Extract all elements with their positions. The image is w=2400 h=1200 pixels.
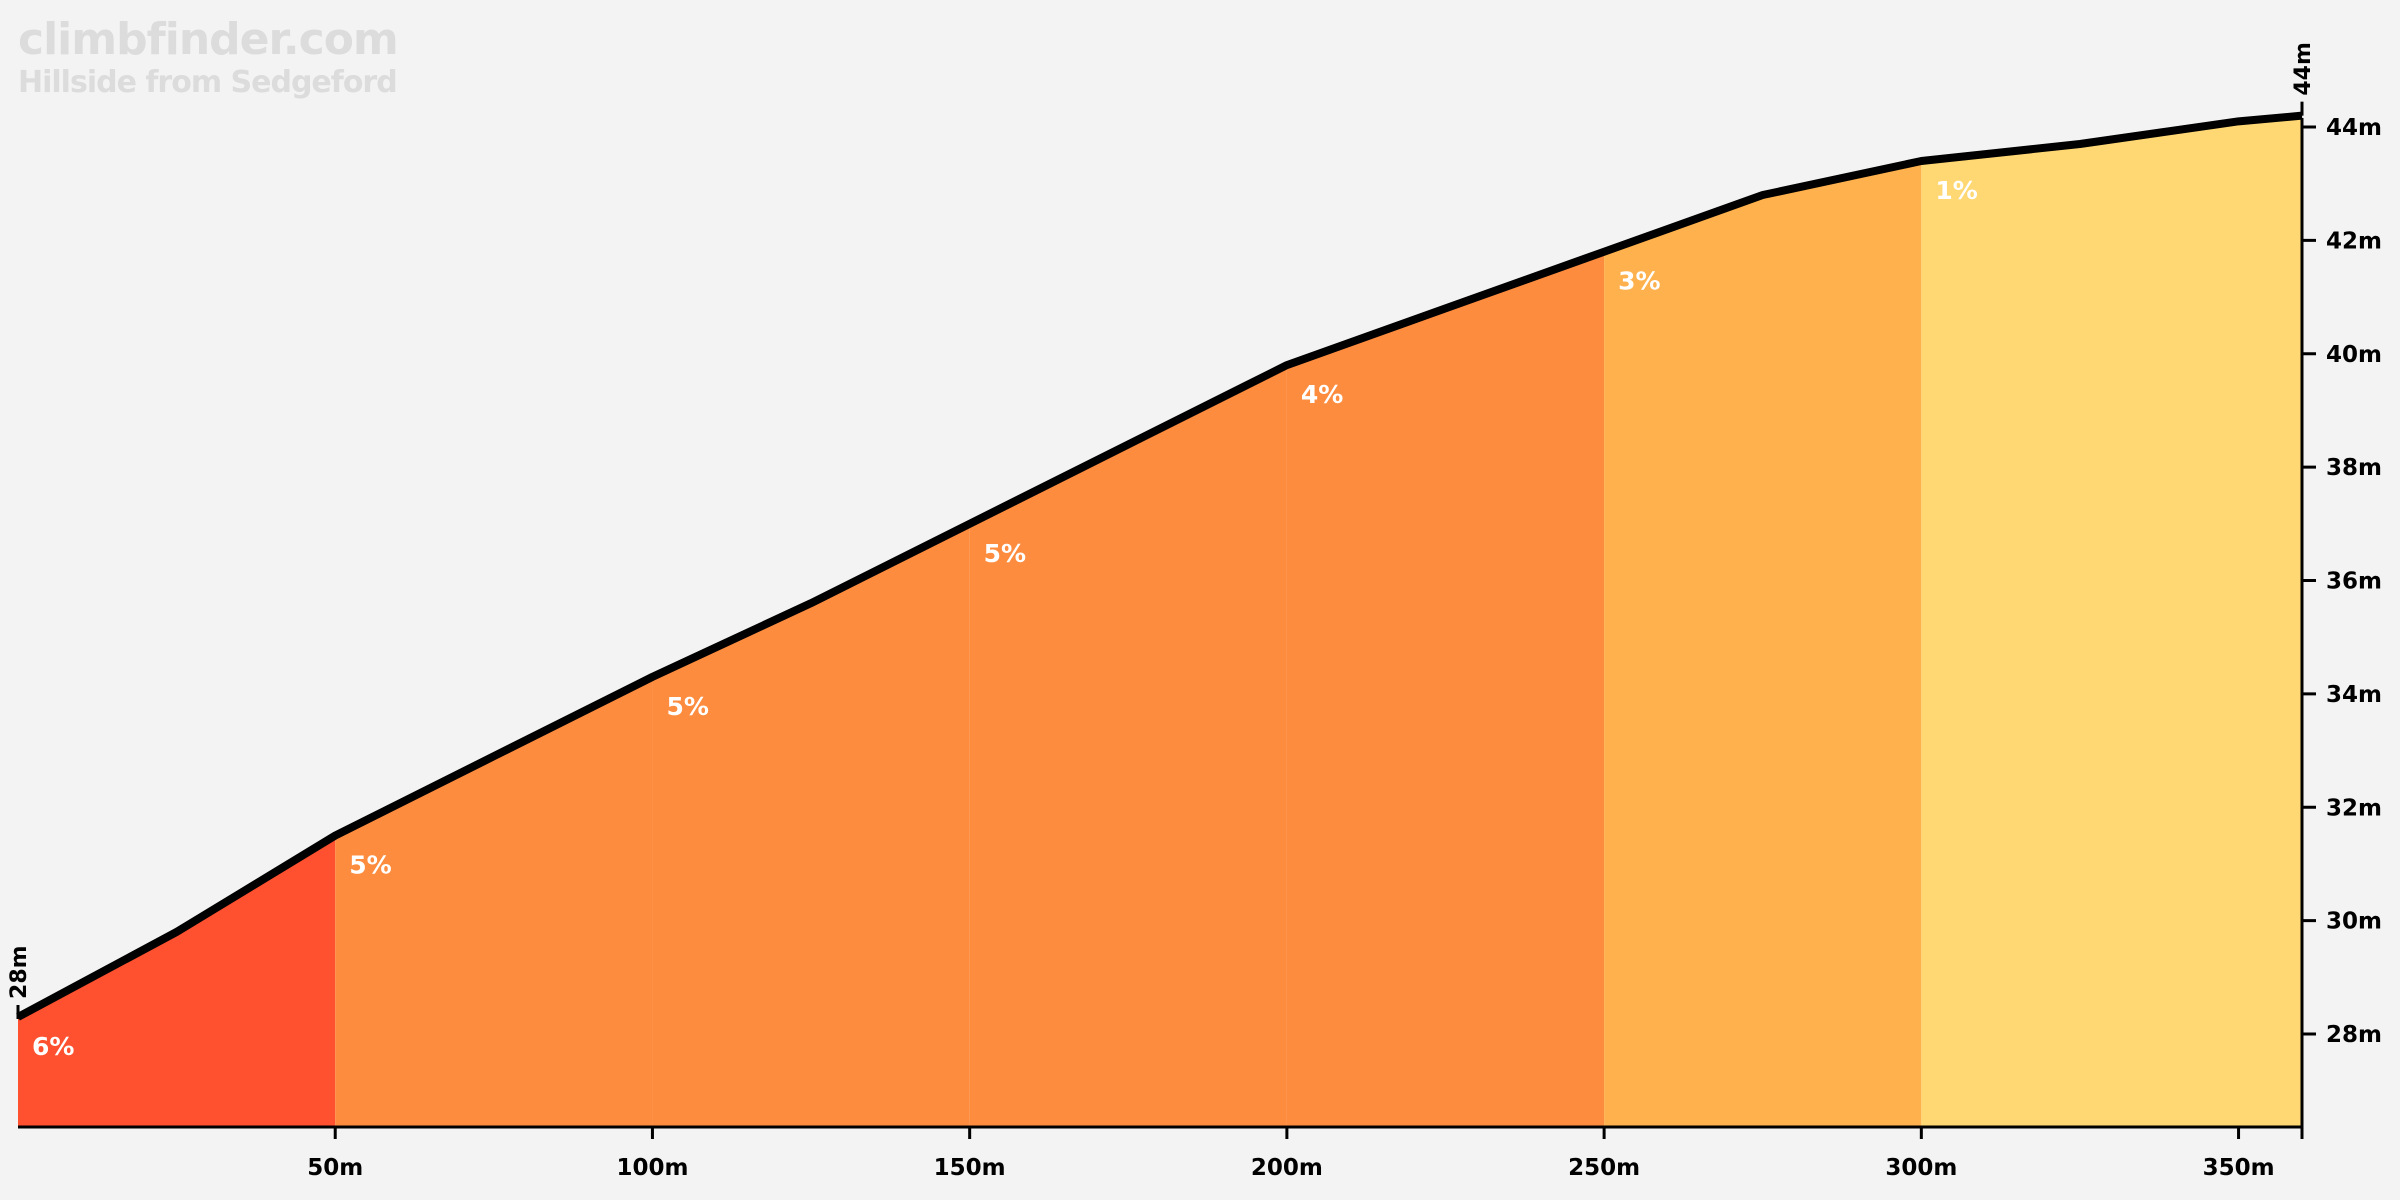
- gradient-segment-2: [335, 676, 653, 1127]
- y-tick-label: 38m: [2326, 455, 2382, 481]
- gradient-label-5: 4%: [1301, 380, 1343, 409]
- y-tick-label: 28m: [2326, 1022, 2382, 1048]
- gradient-segment-1: [18, 835, 336, 1127]
- y-tick-label: 44m: [2326, 115, 2382, 141]
- profile-line-group: [16, 111, 2303, 1021]
- y-tick-label: 36m: [2326, 569, 2382, 595]
- gradient-label-6: 3%: [1618, 267, 1660, 296]
- start-elevation-label: 28m: [7, 945, 32, 999]
- gradient-segments: [18, 115, 2302, 1128]
- y-tick-label: 30m: [2326, 909, 2382, 935]
- gradient-labels: 6% 5% 5% 5% 4% 3% 1%: [32, 176, 1978, 1061]
- x-tick-label: 300m: [1885, 1155, 1957, 1181]
- site-name: climbfinder.com: [18, 14, 399, 65]
- gradient-segment-6: [1604, 161, 1922, 1127]
- brand-watermark: climbfinder.com Hillside from Sedgeford: [18, 14, 399, 100]
- gradient-segment-5: [1286, 251, 1605, 1127]
- gradient-segment-3: [652, 523, 970, 1127]
- y-tick-label: 32m: [2326, 795, 2382, 821]
- x-tick-label: 250m: [1568, 1155, 1640, 1181]
- gradient-label-2: 5%: [349, 851, 391, 880]
- elevation-profile-line: [16, 111, 2303, 1021]
- y-tick-label: 42m: [2326, 228, 2382, 254]
- gradient-label-7: 1%: [1935, 176, 1977, 205]
- y-tick-label: 34m: [2326, 682, 2382, 708]
- x-tick-label: 200m: [1251, 1155, 1323, 1181]
- x-tick-label: 50m: [307, 1155, 363, 1181]
- x-tick-label: 350m: [2203, 1155, 2275, 1181]
- gradient-segment-4: [969, 365, 1287, 1127]
- x-tick-label: 150m: [934, 1155, 1006, 1181]
- axes: 50m 100m 150m 200m 250m 300m 350m 28m 30m 32m 34m 3…: [7, 42, 2382, 1181]
- y-tick-label: 40m: [2326, 342, 2382, 368]
- climb-name: Hillside from Sedgeford: [18, 65, 398, 100]
- end-elevation-label: 44m: [2291, 42, 2316, 96]
- x-tick-label: 100m: [616, 1155, 688, 1181]
- gradient-label-1: 6%: [32, 1032, 74, 1061]
- gradient-label-3: 5%: [666, 692, 708, 721]
- gradient-label-4: 5%: [984, 539, 1026, 568]
- gradient-segment-7: [1921, 115, 2302, 1128]
